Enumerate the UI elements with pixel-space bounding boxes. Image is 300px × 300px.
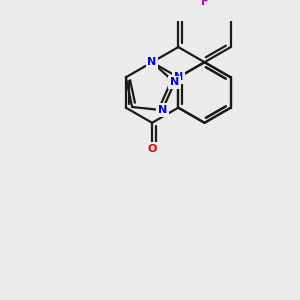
Text: N: N: [158, 105, 167, 115]
Text: F: F: [201, 0, 208, 7]
Text: N: N: [170, 77, 179, 88]
Text: N: N: [147, 57, 157, 67]
Text: O: O: [147, 143, 157, 154]
Text: N: N: [174, 72, 183, 82]
